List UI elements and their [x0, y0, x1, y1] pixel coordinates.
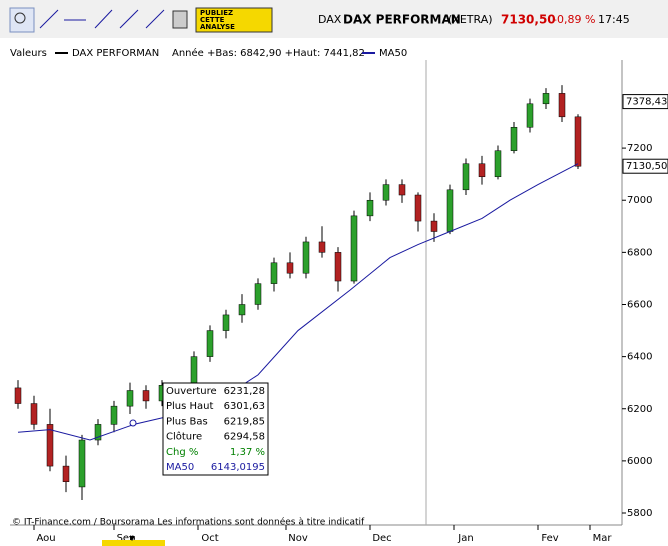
ma-line — [17, 163, 579, 441]
candle-body — [46, 424, 54, 467]
x-tick-label: Nov — [288, 533, 308, 544]
publish-text: ANALYSE — [200, 23, 235, 31]
candle-body — [462, 163, 470, 191]
tooltip-label: Chg % — [166, 447, 198, 458]
y-tick-label: 7000 — [627, 195, 652, 206]
tooltip-label: Ouverture — [166, 386, 217, 397]
legend-series: DAX PERFORMAN — [72, 48, 159, 59]
price-label-box — [622, 158, 668, 174]
candle-body — [366, 199, 374, 217]
toolbar — [0, 0, 668, 38]
candle-body — [574, 116, 582, 167]
tooltip-label: MA50 — [166, 462, 194, 473]
fib-tool[interactable] — [145, 9, 165, 29]
candle-body — [62, 465, 70, 482]
candle-body — [14, 387, 22, 404]
price-label-box — [622, 94, 668, 110]
publish-text: CETTE — [200, 16, 225, 24]
footer: © IT-Finance.com / Boursorama Les inform… — [12, 517, 365, 528]
candle-body — [382, 184, 390, 201]
candle-body — [302, 241, 310, 274]
tooltip — [162, 382, 269, 476]
candle-body — [510, 126, 518, 151]
tooltip-label: Plus Bas — [166, 416, 208, 427]
candle-body — [254, 283, 262, 305]
legend-range: Année +Bas: 6842,90 +Haut: 7441,82 — [172, 47, 365, 59]
zoom-icon — [14, 12, 26, 24]
price-label: 7130,50 — [626, 161, 667, 172]
candle-body — [430, 220, 438, 232]
candle-body — [110, 405, 118, 425]
y-tick-label: 7200 — [627, 143, 652, 154]
y-tick-label: 5800 — [627, 508, 652, 519]
channel-tool[interactable] — [119, 9, 139, 29]
tooltip-value: 6219,85 — [224, 416, 265, 427]
zoom-tool[interactable] — [9, 7, 35, 33]
y-tick-label: 6800 — [627, 247, 652, 258]
candle-body — [270, 262, 278, 284]
y-tick-label: 6200 — [627, 404, 652, 415]
exchange: (XETRA) — [448, 13, 493, 26]
change: -0,89 % — [553, 13, 595, 26]
publish-button[interactable] — [195, 7, 273, 33]
y-tick-label: 6600 — [627, 299, 652, 310]
candle-body — [494, 150, 502, 178]
candle-body — [190, 356, 198, 383]
candle-body — [78, 439, 86, 488]
time: 17:45 — [598, 13, 630, 26]
legend-ma: MA50 — [379, 48, 407, 59]
legend-label: Valeurs — [10, 48, 47, 59]
price: 7130,50 — [501, 13, 556, 27]
candle-body — [126, 390, 134, 407]
tooltip-label: Clôture — [166, 431, 202, 443]
candle-body — [334, 252, 342, 282]
line-tool[interactable] — [39, 9, 59, 29]
tooltip-value: 6231,28 — [224, 386, 265, 397]
candle-body — [222, 314, 230, 331]
tooltip-value: 6143,0195 — [211, 462, 265, 473]
cursor-marker — [129, 536, 135, 541]
tool-icons — [9, 7, 188, 33]
candle-body — [414, 194, 422, 222]
candle-body — [478, 163, 486, 178]
tooltip-value: 6301,63 — [224, 401, 265, 412]
x-tick-label: Mar — [593, 533, 613, 544]
candle-body — [542, 93, 550, 105]
tooltip-label: Plus Haut — [166, 401, 214, 412]
candle-body — [318, 241, 326, 253]
x-tick-label: Sep — [117, 533, 136, 544]
candle-body — [142, 390, 150, 402]
instrument-name: DAX PERFORMAN — [343, 13, 461, 27]
x-tick-label: Dec — [372, 533, 391, 544]
candle-body — [350, 215, 358, 282]
candle-body — [446, 189, 454, 232]
x-tick-label: Jan — [457, 533, 473, 544]
tooltip-value: 6294,58 — [224, 432, 265, 443]
symbol: DAX — [318, 13, 342, 26]
candle-body — [286, 262, 294, 274]
price-label: 7378,43 — [626, 97, 667, 108]
x-tick-label: Oct — [201, 533, 218, 544]
x-tick-label: Fev — [541, 533, 558, 544]
candle-body — [206, 330, 214, 357]
candle-body — [94, 424, 102, 441]
candle-body — [526, 103, 534, 128]
x-tick-label: Aou — [36, 533, 55, 544]
trash-tool[interactable] — [172, 10, 188, 29]
candle-body — [30, 403, 38, 425]
y-tick-label: 6400 — [627, 352, 652, 363]
candle-body — [398, 184, 406, 196]
candle-body — [558, 93, 566, 118]
candle-body — [238, 304, 246, 316]
cursor-highlight — [102, 540, 165, 546]
hover-marker — [129, 419, 137, 427]
publish-text: PUBLIEZ — [200, 9, 233, 17]
tooltip-value: 1,37 % — [230, 447, 265, 458]
fan-tool[interactable] — [94, 9, 113, 29]
y-tick-label: 6000 — [627, 456, 652, 467]
